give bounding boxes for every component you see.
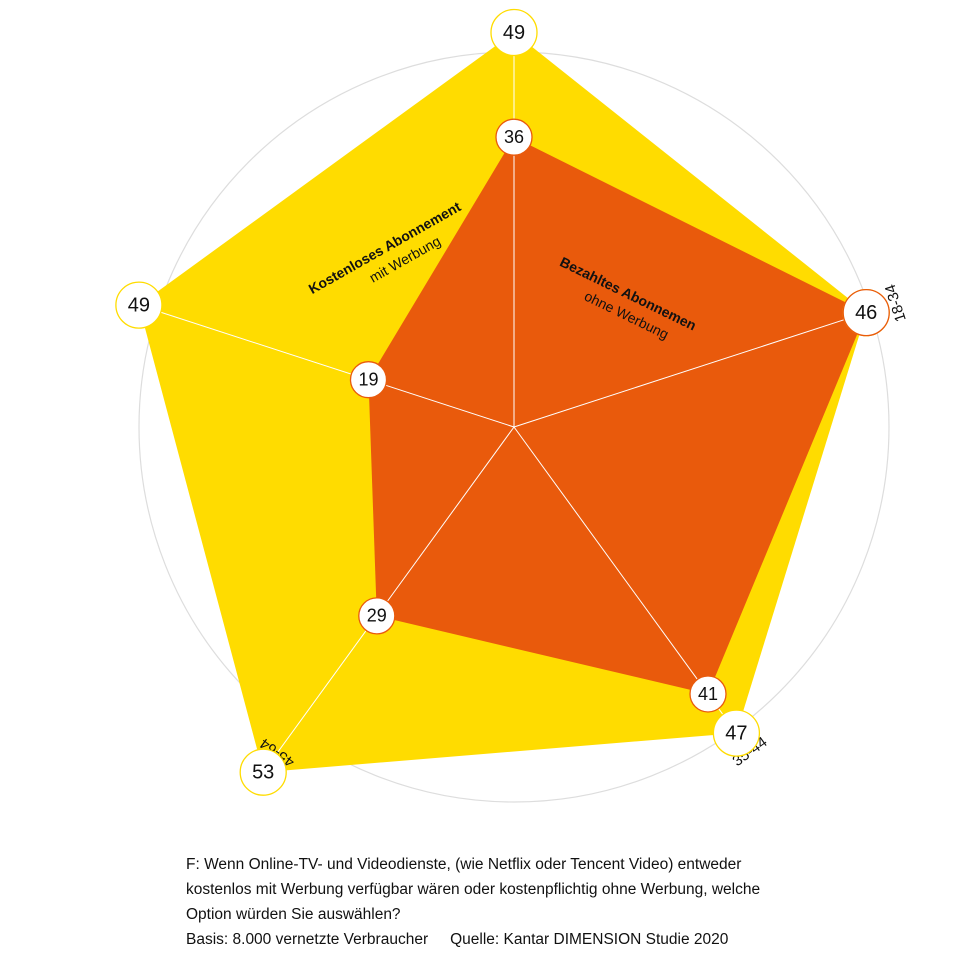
inner-spoke-45-64 <box>262 426 515 773</box>
marker-value-s2-65+: 19 <box>358 369 378 389</box>
series-area-2 <box>368 137 867 694</box>
marker-value-s2-35-44: 41 <box>698 684 718 704</box>
marker-circle-s1-45-64 <box>239 748 287 796</box>
question-line-3: Option würden Sie auswählen? <box>186 906 401 923</box>
marker-circle-s1-65+ <box>115 281 163 329</box>
marker-value-s1-45-64: 53 <box>252 761 274 783</box>
marker-value-s1-65+: 49 <box>128 294 150 316</box>
value-markers: 49464753493646412919 <box>115 8 890 796</box>
marker-value-s2-45-64: 29 <box>367 606 387 626</box>
marker-circle-s1-35-44 <box>712 709 761 757</box>
radar-chart: Total18-3435-4445-6465+ Kostenloses Abon… <box>115 8 910 803</box>
inner-spoke-65+ <box>138 304 515 428</box>
marker-circle-s2-18-34 <box>842 288 890 337</box>
basis-text: Basis: 8.000 vernetzte Verbraucher <box>186 931 429 948</box>
marker-value-s1-Total: 49 <box>503 22 525 44</box>
marker-circle-s2-65+ <box>349 361 388 399</box>
inner-spoke-18-34 <box>513 312 867 428</box>
question-line-2: kostenlos mit Werbung verfügbar wären od… <box>186 881 761 898</box>
marker-value-s2-18-34: 46 <box>855 302 877 324</box>
marker-circle-s1-Total <box>490 8 538 57</box>
question-line-1: F: Wenn Online-TV- und Videodienste, (wi… <box>186 856 742 873</box>
marker-circle-s2-35-44 <box>689 675 727 713</box>
marker-circle-s2-Total <box>495 118 533 156</box>
marker-value-s1-35-44: 47 <box>725 722 747 744</box>
basis-source-line: Basis: 8.000 vernetzte Verbraucher Quelle… <box>186 927 886 952</box>
source-text: Quelle: Kantar DIMENSION Studie 2020 <box>450 931 729 948</box>
series-areas <box>138 32 867 773</box>
chart-notes: F: Wenn Online-TV- und Videodienste, (wi… <box>186 852 886 952</box>
marker-value-s2-Total: 36 <box>504 127 524 147</box>
marker-circle-s2-45-64 <box>358 597 396 635</box>
